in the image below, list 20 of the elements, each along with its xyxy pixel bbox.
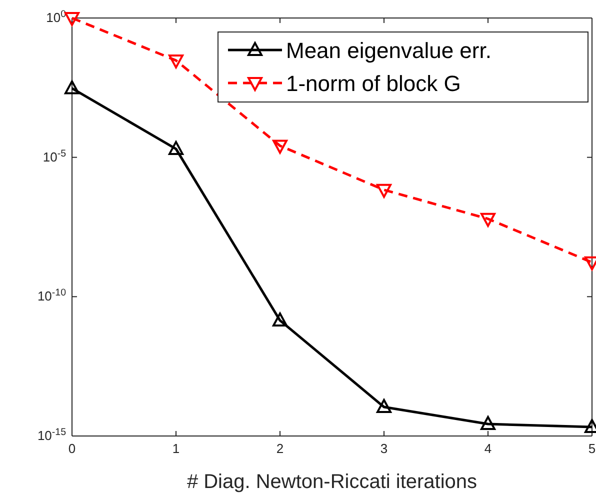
legend-label: 1-norm of block G	[286, 71, 461, 96]
point	[272, 140, 288, 154]
x-tick-label: 5	[588, 441, 596, 456]
legend-label: Mean eigenvalue err.	[286, 38, 492, 63]
point	[480, 212, 496, 227]
y-tick-label: 10$^{-10}$	[37, 287, 67, 304]
x-tick-label: 0	[68, 441, 76, 456]
x-tick-label: 4	[484, 441, 492, 456]
x-tick-label: 1	[172, 441, 180, 456]
point	[376, 184, 392, 198]
point	[376, 398, 392, 413]
point	[480, 416, 496, 430]
y-tick-label: 10$^{-15}$	[37, 426, 67, 443]
point	[168, 54, 184, 68]
x-tick-label: 2	[276, 441, 284, 456]
y-tick-label: 10$^{-5}$	[42, 148, 67, 164]
point	[272, 312, 288, 326]
point	[64, 12, 80, 26]
x-axis-title: # Diag. Newton-Riccati iterations	[186, 471, 478, 493]
x-tick-label: 3	[380, 441, 388, 456]
